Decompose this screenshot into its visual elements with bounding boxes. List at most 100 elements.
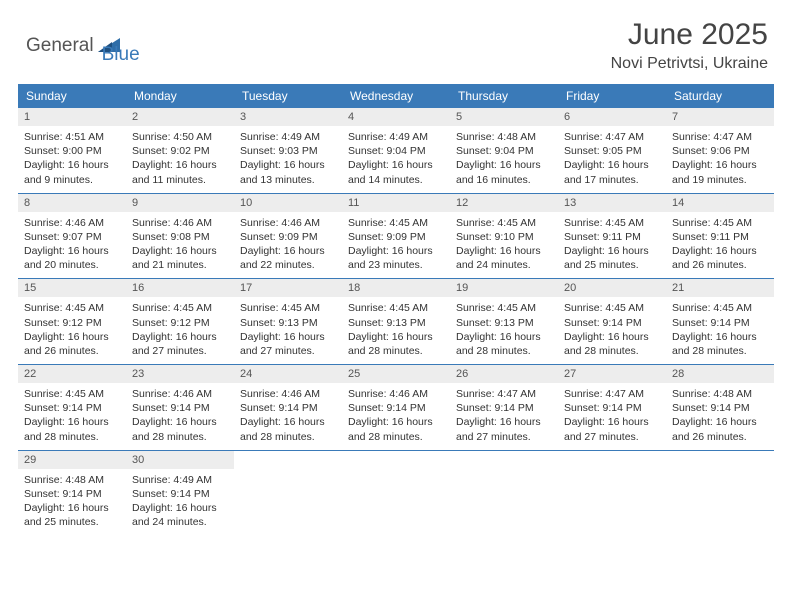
day-number: 18	[342, 279, 450, 297]
day-details: Sunrise: 4:46 AMSunset: 9:09 PMDaylight:…	[234, 212, 342, 273]
day-header: Sunday	[18, 84, 126, 108]
day-cell: 23Sunrise: 4:46 AMSunset: 9:14 PMDayligh…	[126, 365, 234, 450]
day-number: 11	[342, 194, 450, 212]
day-details: Sunrise: 4:45 AMSunset: 9:12 PMDaylight:…	[18, 297, 126, 358]
day-number: 10	[234, 194, 342, 212]
day-cell: 26Sunrise: 4:47 AMSunset: 9:14 PMDayligh…	[450, 365, 558, 450]
day-details: Sunrise: 4:45 AMSunset: 9:10 PMDaylight:…	[450, 212, 558, 273]
day-cell: 22Sunrise: 4:45 AMSunset: 9:14 PMDayligh…	[18, 365, 126, 450]
day-details: Sunrise: 4:45 AMSunset: 9:13 PMDaylight:…	[234, 297, 342, 358]
day-cell: 16Sunrise: 4:45 AMSunset: 9:12 PMDayligh…	[126, 279, 234, 364]
day-cell: 15Sunrise: 4:45 AMSunset: 9:12 PMDayligh…	[18, 279, 126, 364]
day-cell: 5Sunrise: 4:48 AMSunset: 9:04 PMDaylight…	[450, 108, 558, 193]
day-number: 16	[126, 279, 234, 297]
week-row: 29Sunrise: 4:48 AMSunset: 9:14 PMDayligh…	[18, 451, 774, 536]
day-number: 3	[234, 108, 342, 126]
day-details: Sunrise: 4:50 AMSunset: 9:02 PMDaylight:…	[126, 126, 234, 187]
day-cell: 9Sunrise: 4:46 AMSunset: 9:08 PMDaylight…	[126, 194, 234, 279]
day-cell: 28Sunrise: 4:48 AMSunset: 9:14 PMDayligh…	[666, 365, 774, 450]
day-number: 6	[558, 108, 666, 126]
day-details: Sunrise: 4:46 AMSunset: 9:14 PMDaylight:…	[234, 383, 342, 444]
day-header: Friday	[558, 84, 666, 108]
day-number: 28	[666, 365, 774, 383]
day-number: 13	[558, 194, 666, 212]
day-number: 9	[126, 194, 234, 212]
day-cell: 4Sunrise: 4:49 AMSunset: 9:04 PMDaylight…	[342, 108, 450, 193]
day-details: Sunrise: 4:46 AMSunset: 9:14 PMDaylight:…	[342, 383, 450, 444]
day-cell: 18Sunrise: 4:45 AMSunset: 9:13 PMDayligh…	[342, 279, 450, 364]
day-cell: 30Sunrise: 4:49 AMSunset: 9:14 PMDayligh…	[126, 451, 234, 536]
day-number: 25	[342, 365, 450, 383]
day-details: Sunrise: 4:47 AMSunset: 9:14 PMDaylight:…	[558, 383, 666, 444]
empty-cell	[234, 451, 342, 536]
location: Novi Petrivtsi, Ukraine	[611, 55, 768, 73]
day-cell: 21Sunrise: 4:45 AMSunset: 9:14 PMDayligh…	[666, 279, 774, 364]
day-details: Sunrise: 4:47 AMSunset: 9:05 PMDaylight:…	[558, 126, 666, 187]
day-cell: 2Sunrise: 4:50 AMSunset: 9:02 PMDaylight…	[126, 108, 234, 193]
week-row: 22Sunrise: 4:45 AMSunset: 9:14 PMDayligh…	[18, 365, 774, 451]
day-cell: 24Sunrise: 4:46 AMSunset: 9:14 PMDayligh…	[234, 365, 342, 450]
day-number: 4	[342, 108, 450, 126]
day-cell: 1Sunrise: 4:51 AMSunset: 9:00 PMDaylight…	[18, 108, 126, 193]
calendar: SundayMondayTuesdayWednesdayThursdayFrid…	[18, 84, 774, 535]
day-cell: 11Sunrise: 4:45 AMSunset: 9:09 PMDayligh…	[342, 194, 450, 279]
day-details: Sunrise: 4:46 AMSunset: 9:14 PMDaylight:…	[126, 383, 234, 444]
day-cell: 8Sunrise: 4:46 AMSunset: 9:07 PMDaylight…	[18, 194, 126, 279]
day-number: 24	[234, 365, 342, 383]
week-row: 15Sunrise: 4:45 AMSunset: 9:12 PMDayligh…	[18, 279, 774, 365]
day-details: Sunrise: 4:49 AMSunset: 9:04 PMDaylight:…	[342, 126, 450, 187]
day-cell: 6Sunrise: 4:47 AMSunset: 9:05 PMDaylight…	[558, 108, 666, 193]
day-number: 14	[666, 194, 774, 212]
day-cell: 17Sunrise: 4:45 AMSunset: 9:13 PMDayligh…	[234, 279, 342, 364]
day-number: 8	[18, 194, 126, 212]
day-details: Sunrise: 4:49 AMSunset: 9:03 PMDaylight:…	[234, 126, 342, 187]
day-number: 23	[126, 365, 234, 383]
day-details: Sunrise: 4:48 AMSunset: 9:14 PMDaylight:…	[666, 383, 774, 444]
day-details: Sunrise: 4:46 AMSunset: 9:08 PMDaylight:…	[126, 212, 234, 273]
day-number: 27	[558, 365, 666, 383]
day-cell: 10Sunrise: 4:46 AMSunset: 9:09 PMDayligh…	[234, 194, 342, 279]
day-details: Sunrise: 4:45 AMSunset: 9:13 PMDaylight:…	[450, 297, 558, 358]
week-row: 8Sunrise: 4:46 AMSunset: 9:07 PMDaylight…	[18, 194, 774, 280]
day-details: Sunrise: 4:48 AMSunset: 9:14 PMDaylight:…	[18, 469, 126, 530]
day-number: 20	[558, 279, 666, 297]
day-details: Sunrise: 4:45 AMSunset: 9:14 PMDaylight:…	[666, 297, 774, 358]
month-title: June 2025	[611, 18, 768, 52]
day-cell: 12Sunrise: 4:45 AMSunset: 9:10 PMDayligh…	[450, 194, 558, 279]
day-cell: 25Sunrise: 4:46 AMSunset: 9:14 PMDayligh…	[342, 365, 450, 450]
day-number: 29	[18, 451, 126, 469]
day-number: 5	[450, 108, 558, 126]
day-header-row: SundayMondayTuesdayWednesdayThursdayFrid…	[18, 84, 774, 108]
day-cell: 7Sunrise: 4:47 AMSunset: 9:06 PMDaylight…	[666, 108, 774, 193]
day-header: Monday	[126, 84, 234, 108]
day-number: 2	[126, 108, 234, 126]
day-details: Sunrise: 4:51 AMSunset: 9:00 PMDaylight:…	[18, 126, 126, 187]
empty-cell	[450, 451, 558, 536]
day-details: Sunrise: 4:46 AMSunset: 9:07 PMDaylight:…	[18, 212, 126, 273]
day-number: 1	[18, 108, 126, 126]
day-number: 21	[666, 279, 774, 297]
logo-text-blue: Blue	[102, 44, 140, 66]
logo: General Blue	[26, 26, 140, 66]
day-cell: 13Sunrise: 4:45 AMSunset: 9:11 PMDayligh…	[558, 194, 666, 279]
day-details: Sunrise: 4:49 AMSunset: 9:14 PMDaylight:…	[126, 469, 234, 530]
empty-cell	[666, 451, 774, 536]
day-cell: 14Sunrise: 4:45 AMSunset: 9:11 PMDayligh…	[666, 194, 774, 279]
day-header: Wednesday	[342, 84, 450, 108]
day-details: Sunrise: 4:45 AMSunset: 9:11 PMDaylight:…	[558, 212, 666, 273]
day-details: Sunrise: 4:45 AMSunset: 9:13 PMDaylight:…	[342, 297, 450, 358]
day-header: Saturday	[666, 84, 774, 108]
day-details: Sunrise: 4:48 AMSunset: 9:04 PMDaylight:…	[450, 126, 558, 187]
day-details: Sunrise: 4:45 AMSunset: 9:12 PMDaylight:…	[126, 297, 234, 358]
day-number: 17	[234, 279, 342, 297]
day-cell: 19Sunrise: 4:45 AMSunset: 9:13 PMDayligh…	[450, 279, 558, 364]
day-details: Sunrise: 4:45 AMSunset: 9:14 PMDaylight:…	[558, 297, 666, 358]
day-number: 7	[666, 108, 774, 126]
logo-text-general: General	[26, 35, 94, 57]
day-details: Sunrise: 4:47 AMSunset: 9:06 PMDaylight:…	[666, 126, 774, 187]
day-cell: 27Sunrise: 4:47 AMSunset: 9:14 PMDayligh…	[558, 365, 666, 450]
day-number: 22	[18, 365, 126, 383]
header: June 2025 Novi Petrivtsi, Ukraine	[611, 18, 768, 73]
day-cell: 20Sunrise: 4:45 AMSunset: 9:14 PMDayligh…	[558, 279, 666, 364]
day-number: 19	[450, 279, 558, 297]
